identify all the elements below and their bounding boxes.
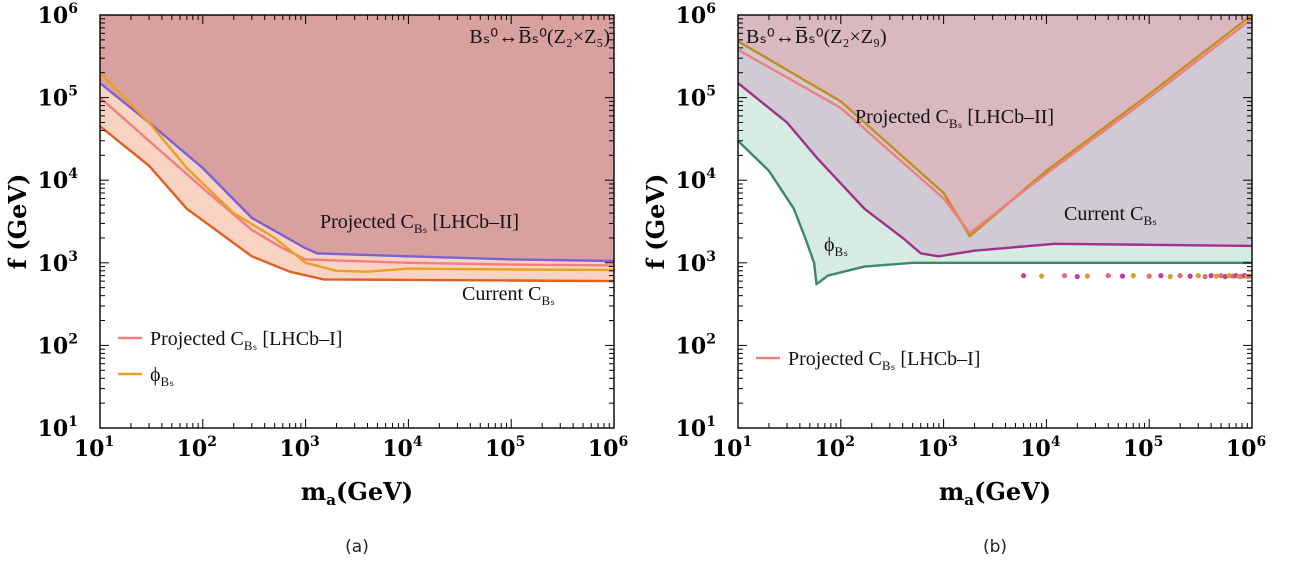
scatter-point — [1177, 273, 1183, 279]
y-tick-label: 106 — [676, 1, 716, 29]
process-label: Bₛ⁰↔B̅ₛ⁰(Z₂×Z₅) — [469, 26, 610, 48]
legend-label: Projected CBₛ [LHCb–I] — [150, 328, 342, 353]
x-tick-label: 101 — [712, 434, 752, 462]
y-tick-label: 106 — [38, 1, 78, 29]
scatter-point — [1119, 273, 1126, 279]
plot-frame — [737, 14, 1253, 429]
series-line-2 — [100, 71, 614, 273]
x-tick-label: 105 — [1123, 434, 1163, 462]
y-tick-label: 105 — [676, 84, 716, 112]
label-projected-lhcb-ii: Projected CBₛ [LHCb–II] — [855, 106, 1054, 131]
series-line-3 — [738, 139, 1252, 286]
label-current: Current CBₛ — [1064, 203, 1157, 228]
scatter-point — [1202, 274, 1208, 280]
y-axis-label: f (GeV) — [641, 174, 670, 270]
x-tick-label: 104 — [382, 434, 423, 462]
y-tick-label: 105 — [38, 84, 78, 112]
projected-excluded-region — [738, 15, 1252, 237]
x-axis-label: ma(GeV) — [939, 477, 1051, 509]
scatter-point — [1084, 273, 1090, 279]
x-tick-label: 104 — [1020, 434, 1061, 462]
label-current: Current CBₛ — [462, 283, 555, 308]
scatter-point — [1222, 274, 1228, 280]
x-axis-label: ma(GeV) — [301, 477, 413, 509]
x-tick-label: 103 — [279, 434, 319, 462]
x-tick-label: 106 — [588, 434, 628, 462]
series-line-1 — [738, 17, 1252, 235]
x-tick-label: 105 — [485, 434, 525, 462]
label-phi: ϕBₛ — [824, 234, 848, 259]
series-line-3 — [100, 125, 614, 283]
y-tick-label: 104 — [38, 166, 79, 194]
scatter-point — [1105, 273, 1111, 279]
label-projected-lhcb-ii: Projected CBₛ [LHCb–II] — [320, 211, 519, 236]
excluded-band — [100, 83, 614, 282]
scatter-point — [1218, 273, 1224, 279]
y-tick-label: 102 — [38, 331, 78, 359]
chart-panel-a: 101 102 103 104 105 106 101 102 103 104 105 106 ma(G… — [3, 1, 628, 557]
scatter-point — [1187, 273, 1193, 279]
scatter-point — [1061, 273, 1068, 279]
scatter-point — [1039, 273, 1045, 279]
legend: Projected CBₛ [LHCb–I] ϕBₛ — [118, 328, 342, 389]
excluded-region-top — [100, 15, 614, 261]
scatter-point — [1158, 273, 1164, 279]
ticks — [99, 15, 614, 429]
legend: Projected CBₛ [LHCb–I] — [756, 348, 980, 373]
series-line-0 — [100, 82, 614, 263]
x-tick-label: 102 — [177, 434, 217, 462]
plot-area — [100, 15, 614, 283]
panel-caption: (a) — [345, 537, 369, 557]
y-axis-label: f (GeV) — [3, 174, 32, 270]
plot-area — [738, 15, 1252, 286]
x-tick-label: 103 — [917, 434, 957, 462]
scatter-point — [1195, 273, 1201, 279]
process-label: Bₛ⁰↔B̅ₛ⁰(Z₂×Z₉) — [746, 26, 887, 48]
series-line-1 — [100, 96, 614, 267]
legend-label: Projected CBₛ [LHCb–I] — [788, 348, 980, 373]
y-tick-label: 101 — [676, 414, 716, 442]
y-tick-label: 103 — [676, 249, 716, 277]
scatter-point — [1167, 274, 1173, 280]
x-tick-label: 101 — [74, 434, 114, 462]
y-tick-label: 104 — [676, 166, 717, 194]
scatter-point — [1146, 273, 1152, 279]
plot-frame — [99, 14, 615, 429]
x-tick-label: 102 — [815, 434, 855, 462]
scatter-point — [1074, 274, 1080, 280]
series-line-0 — [738, 15, 1252, 238]
y-tick-label: 101 — [38, 414, 78, 442]
scatter-point — [1130, 273, 1136, 279]
chart-panel-b: 101 102 103 104 105 106 101 102 103 104 105 106 ma(G… — [641, 1, 1266, 557]
y-tick-label: 103 — [38, 249, 78, 277]
scatter-point — [1213, 273, 1219, 279]
panel-caption: (b) — [983, 537, 1007, 557]
legend-label: ϕBₛ — [150, 364, 174, 389]
scatter-point — [1208, 273, 1214, 279]
x-tick-label: 106 — [1226, 434, 1266, 462]
y-tick-label: 102 — [676, 331, 716, 359]
ticks — [737, 15, 1252, 429]
scatter-point — [1021, 273, 1027, 279]
series-line-2 — [738, 82, 1252, 258]
scatter-point — [1247, 273, 1252, 279]
